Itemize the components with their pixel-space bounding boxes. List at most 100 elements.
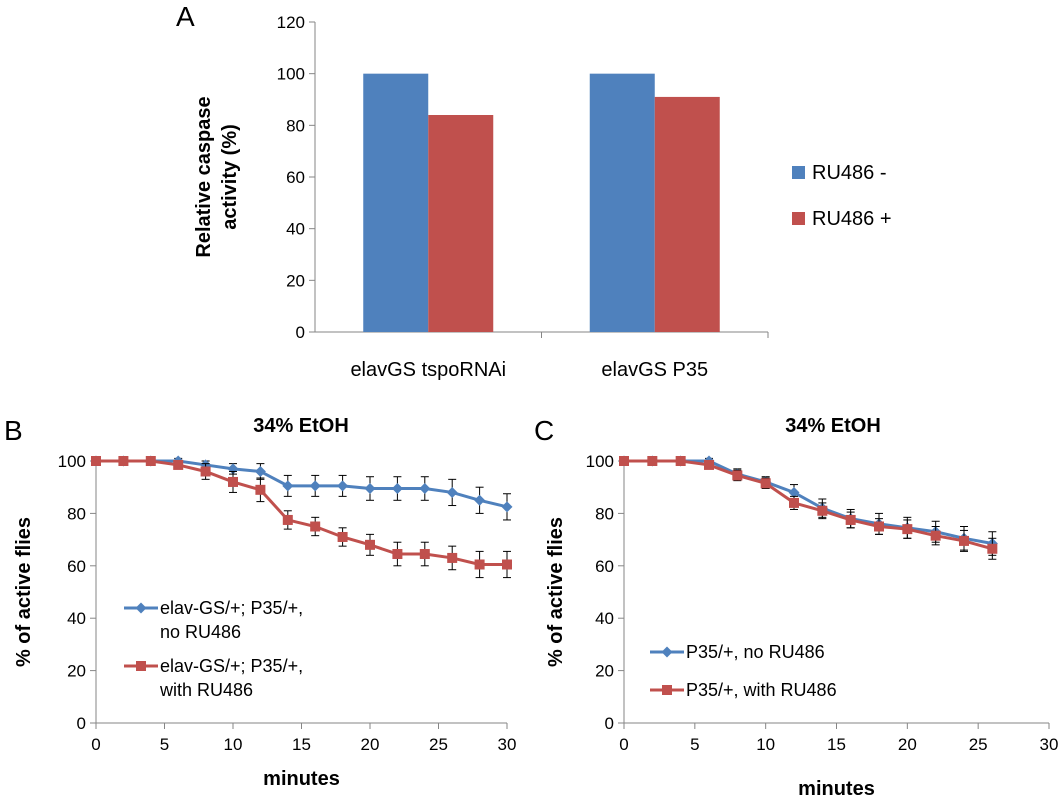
data-point-no-ru486 (282, 480, 294, 492)
data-point-no-ru486 (446, 486, 458, 498)
x-tick-label: 15 (292, 735, 311, 754)
x-tick-label: 25 (429, 735, 448, 754)
y-tick-label: 0 (296, 323, 305, 342)
data-point-with-ru486 (118, 456, 129, 466)
legend-label: elav-GS/+; P35/+, (160, 598, 303, 618)
legend-marker (136, 661, 146, 671)
y-tick-label: 40 (286, 220, 305, 239)
data-point-no-ru486 (501, 501, 513, 513)
x-category-label: elavGS tspoRNAi (350, 359, 506, 381)
data-point-with-ru486 (255, 484, 266, 495)
legend-label: no RU486 (160, 622, 241, 642)
line-chart-b: 0 20 40 60 80 100 0 5 10 15 20 25 30 34% EtOH minutes%… (13, 415, 516, 790)
data-point-with-ru486 (647, 456, 658, 466)
data-point-no-ru486 (391, 483, 403, 495)
y-tick-label: 60 (67, 557, 86, 576)
y-tick-label: 0 (77, 714, 86, 733)
panel-letter-c: C (534, 415, 554, 446)
y-axis-title: % of active flies (545, 517, 567, 667)
y-tick-label: 20 (286, 271, 305, 290)
y-axis-title: Relative caspase activity (%) (193, 96, 241, 257)
data-point-with-ru486 (619, 456, 629, 466)
legend-label: with RU486 (159, 680, 253, 700)
legend-swatch (792, 166, 805, 179)
data-point-with-ru486 (365, 539, 375, 550)
x-tick-label: 10 (224, 735, 243, 754)
y-tick-label: 40 (595, 609, 614, 628)
data-point-with-ru486 (173, 459, 184, 470)
data-point-with-ru486 (760, 478, 771, 489)
legend-marker (661, 646, 673, 658)
bar-chart-a: 0 20 40 60 80 100 120 elavGS tspoRNAi elavGS P35… (193, 13, 892, 381)
data-point-with-ru486 (474, 559, 485, 570)
data-point-with-ru486 (145, 456, 156, 466)
legend-label: P35/+, with RU486 (686, 680, 837, 700)
panel-letter-a: A (176, 1, 195, 32)
legend-label: RU486 - (812, 162, 886, 184)
x-axis-title: minutes (263, 768, 340, 790)
y-tick-label: 100 (586, 452, 614, 471)
data-point-with-ru486 (817, 505, 828, 516)
series-line-with-ru486 (96, 459, 507, 566)
x-axis-title: minutes (798, 778, 875, 800)
x-tick-label: 20 (361, 735, 380, 754)
y-tick-label: 0 (605, 714, 614, 733)
x-tick-label: 15 (827, 735, 846, 754)
y-tick-label: 60 (286, 168, 305, 187)
y-axis-title-line: activity (%) (219, 124, 241, 230)
data-point-with-ru486 (987, 543, 998, 554)
x-tick-label: 10 (756, 735, 775, 754)
chart-title: 34% EtOH (253, 415, 349, 437)
y-tick-label: 80 (286, 116, 305, 135)
data-point-with-ru486 (392, 549, 403, 560)
data-point-with-ru486 (732, 470, 743, 481)
y-tick-label: 60 (595, 557, 614, 576)
panel-letter-b: B (4, 415, 23, 446)
data-point-with-ru486 (447, 552, 458, 563)
x-tick-label: 30 (1040, 735, 1059, 754)
legend-label: RU486 + (812, 208, 892, 230)
y-tick-label: 80 (67, 504, 86, 523)
y-tick-label: 20 (67, 662, 86, 681)
data-point-with-ru486 (502, 559, 512, 570)
data-point-with-ru486 (91, 456, 101, 466)
data-point-no-ru486 (309, 480, 321, 492)
x-tick-label: 5 (160, 735, 169, 754)
data-point-with-ru486 (337, 531, 348, 542)
data-point-no-ru486 (474, 494, 486, 506)
data-point-with-ru486 (228, 476, 238, 487)
data-point-with-ru486 (789, 497, 799, 508)
y-tick-label: 20 (595, 662, 614, 681)
y-tick-label: 80 (595, 504, 614, 523)
y-axis-title: % of active flies (13, 517, 35, 667)
line-chart-c: 0 20 40 60 80 100 0 5 10 15 20 25 30 34% EtOH minutes%… (545, 415, 1058, 800)
series-line-no-ru486 (96, 459, 508, 509)
data-point-with-ru486 (704, 459, 714, 470)
data-point-no-ru486 (788, 486, 800, 498)
legend-marker (135, 602, 147, 614)
bar-ru486-plus (428, 115, 494, 332)
x-tick-label: 25 (969, 735, 988, 754)
y-tick-label: 40 (67, 609, 86, 628)
data-point-with-ru486 (675, 456, 686, 466)
data-point-no-ru486 (364, 483, 376, 495)
legend-label: elav-GS/+; P35/+, (160, 656, 303, 676)
data-point-with-ru486 (845, 514, 856, 525)
x-tick-label: 20 (898, 735, 917, 754)
y-tick-label: 120 (277, 13, 305, 32)
data-point-no-ru486 (337, 480, 349, 492)
y-tick-label: 100 (277, 65, 305, 84)
y-tick-label: 100 (58, 452, 86, 471)
data-point-with-ru486 (419, 549, 430, 560)
data-point-with-ru486 (930, 530, 941, 541)
data-point-no-ru486 (254, 465, 266, 477)
data-point-with-ru486 (874, 521, 884, 532)
y-axis-title-line: Relative caspase (193, 96, 215, 257)
chart-title: 34% EtOH (785, 415, 881, 437)
x-tick-label: 0 (91, 735, 100, 754)
bar-ru486-minus (363, 73, 429, 333)
data-point-with-ru486 (310, 521, 321, 532)
data-point-no-ru486 (419, 483, 431, 495)
x-tick-label: 5 (690, 735, 699, 754)
